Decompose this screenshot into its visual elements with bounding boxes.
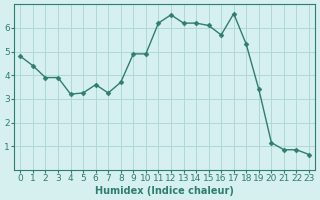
X-axis label: Humidex (Indice chaleur): Humidex (Indice chaleur) [95,186,234,196]
